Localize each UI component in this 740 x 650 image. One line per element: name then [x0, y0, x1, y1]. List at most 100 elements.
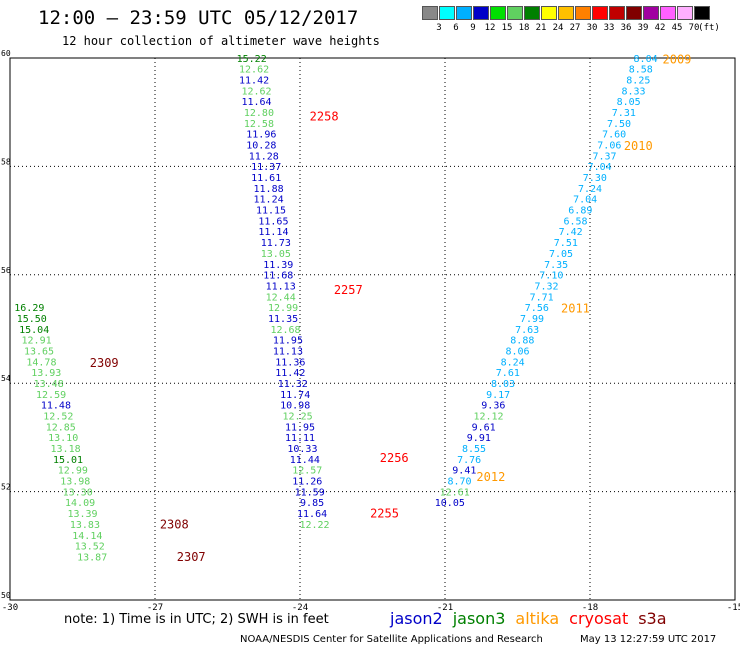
- pass-time-label: 2255: [370, 507, 399, 521]
- lon-tick-label: -24: [292, 603, 308, 613]
- wave-height-value: 12.12: [473, 412, 503, 423]
- wave-height-value: 8.05: [617, 97, 641, 108]
- wave-height-value: 11.35: [268, 314, 298, 325]
- page-title: 12:00 – 23:59 UTC 05/12/2017: [38, 7, 359, 29]
- wave-height-value: 11.42: [275, 368, 305, 379]
- wave-height-value: 8.33: [621, 86, 645, 97]
- wave-height-value: 12.44: [266, 292, 296, 303]
- wave-height-value: 11.42: [239, 75, 269, 86]
- colorbar-label: 27: [569, 23, 581, 33]
- wave-height-value: 12.57: [292, 466, 322, 477]
- colorbar-label: 30: [586, 23, 598, 33]
- colorbar-swatch: [660, 6, 676, 20]
- wave-height-value: 10.33: [287, 444, 317, 455]
- footer-note: note: 1) Time is in UTC; 2) SWH is in fe…: [64, 612, 329, 627]
- wave-height-value: 8.04: [634, 54, 658, 65]
- wave-height-value: 11.73: [261, 238, 291, 249]
- colorbar-label: 70: [688, 23, 700, 33]
- wave-height-value: 11.39: [263, 260, 293, 271]
- wave-height-value: 12.99: [58, 466, 88, 477]
- colorbar-swatch: [490, 6, 506, 20]
- lon-tick-label: -18: [582, 603, 598, 613]
- wave-height-value: 6.58: [563, 216, 587, 227]
- wave-height-value: 11.48: [41, 401, 71, 412]
- wave-height-value: 11.65: [258, 216, 288, 227]
- colorbar-label: 42: [654, 23, 666, 33]
- wave-height-value: 15.04: [19, 325, 49, 336]
- map-frame: [9, 57, 736, 601]
- colorbar-swatch: [422, 6, 438, 20]
- colorbar-swatch: [643, 6, 659, 20]
- wave-height-value: 11.15: [256, 206, 286, 217]
- lat-tick-label: 60: [1, 49, 11, 58]
- colorbar-swatch: [456, 6, 472, 20]
- satellite-legend: jason2 jason3 altika cryosat s3a: [390, 609, 677, 628]
- pass-time-label: 2010: [624, 139, 653, 153]
- page-subtitle: 12 hour collection of altimeter wave hei…: [62, 34, 380, 48]
- wave-height-value: 8.25: [626, 75, 650, 86]
- lat-tick-label: 50: [1, 591, 11, 600]
- colorbar-label: 18: [518, 23, 530, 33]
- wave-height-value: 13.10: [48, 433, 78, 444]
- wave-height-value: 14.78: [26, 357, 56, 368]
- wave-height-value: 7.10: [539, 271, 563, 282]
- wave-height-value: 7.76: [457, 455, 481, 466]
- wave-height-value: 12.85: [46, 422, 76, 433]
- wave-height-value: 11.59: [295, 487, 325, 498]
- wave-height-value: 8.03: [491, 379, 515, 390]
- wave-height-value: 11.11: [285, 433, 315, 444]
- wave-height-value: 13.39: [67, 509, 97, 520]
- wave-height-value: 16.29: [14, 303, 44, 314]
- wave-height-value: 13.48: [34, 379, 64, 390]
- colorbar-label: 3: [436, 23, 442, 33]
- wave-height-value: 13.30: [63, 487, 93, 498]
- wave-height-value: 7.42: [559, 227, 583, 238]
- wave-height-value: 10.98: [280, 401, 310, 412]
- colorbar-swatch: [626, 6, 642, 20]
- wave-height-value: 11.24: [254, 195, 284, 206]
- colorbar-label: 45: [671, 23, 683, 33]
- wave-height-value: 7.04: [588, 162, 612, 173]
- colorbar-unit: (ft): [698, 23, 720, 33]
- colorbar-label: 9: [470, 23, 476, 33]
- satellite-legend-item: jason2: [390, 609, 443, 628]
- wave-height-value: 15.22: [237, 54, 267, 65]
- wave-height-value: 7.06: [597, 141, 621, 152]
- wave-height-value: 12.25: [283, 412, 313, 423]
- wave-height-value: 11.95: [285, 422, 315, 433]
- pass-time-label: 2309: [90, 356, 119, 370]
- lon-tick-label: -21: [437, 603, 453, 613]
- pass-time-label: 2012: [476, 470, 505, 484]
- wave-height-value: 7.30: [583, 173, 607, 184]
- pass-time-label: 2308: [160, 517, 189, 531]
- wave-height-value: 7.56: [525, 303, 549, 314]
- credit-line: NOAA/NESDIS Center for Satellite Applica…: [240, 634, 543, 645]
- wave-height-value: 7.63: [515, 325, 539, 336]
- wave-height-value: 11.74: [280, 390, 310, 401]
- wave-height-value: 9.85: [300, 498, 324, 509]
- wave-height-value: 11.68: [263, 271, 293, 282]
- lat-tick-label: 58: [1, 157, 11, 166]
- lon-tick-label: -15: [727, 603, 740, 613]
- wave-height-value: 8.70: [447, 477, 471, 488]
- colorbar-label: 39: [637, 23, 649, 33]
- wave-height-value: 14.09: [65, 498, 95, 509]
- satellite-legend-item: jason3: [452, 609, 506, 628]
- wave-height-value: 15.50: [17, 314, 47, 325]
- wave-height-value: 9.17: [486, 390, 510, 401]
- lat-tick-label: 54: [1, 374, 11, 383]
- wave-height-value: 13.18: [51, 444, 81, 455]
- wave-height-value: 10.05: [435, 498, 465, 509]
- wave-height-value: 11.14: [258, 227, 288, 238]
- wave-height-value: 7.35: [544, 260, 568, 271]
- wave-height-value: 11.37: [251, 162, 281, 173]
- wave-height-value: 12.58: [244, 119, 274, 130]
- wave-height-value: 7.99: [520, 314, 544, 325]
- wave-height-value: 7.61: [496, 368, 520, 379]
- wave-height-value: 9.41: [452, 466, 476, 477]
- wave-height-value: 11.88: [254, 184, 284, 195]
- wave-height-value: 11.64: [297, 509, 327, 520]
- wave-height-value: 11.36: [275, 357, 305, 368]
- pass-time-label: 2258: [310, 109, 339, 123]
- colorbar-swatch: [541, 6, 557, 20]
